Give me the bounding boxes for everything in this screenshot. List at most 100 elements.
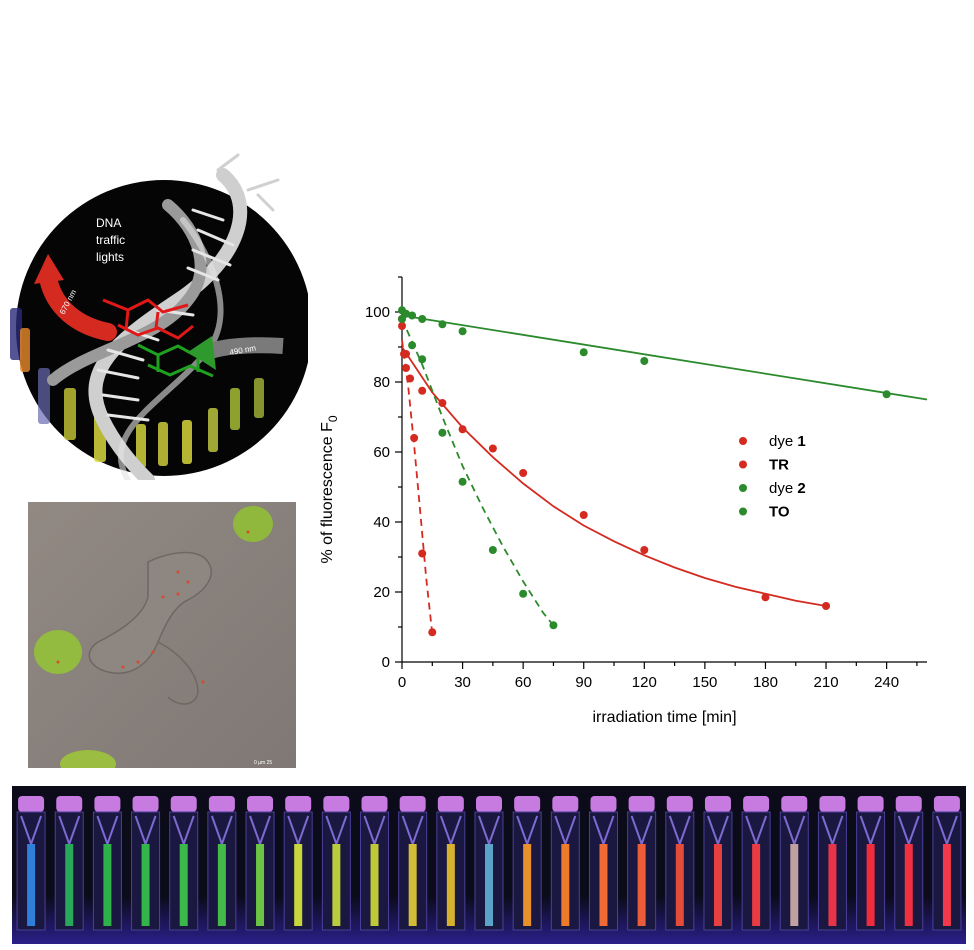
data-point bbox=[408, 341, 417, 350]
data-point bbox=[579, 511, 588, 519]
x-axis-title: irradiation time [min] bbox=[592, 709, 736, 726]
data-point bbox=[398, 322, 406, 330]
cuvette bbox=[741, 796, 771, 931]
photobleaching-chart: 0 30 60 90 120 150 180 210 240 0 20 40 60 80 100 dye 1… bbox=[310, 265, 960, 735]
cuvette bbox=[550, 796, 580, 931]
data-point bbox=[458, 425, 467, 434]
legend-marker bbox=[739, 507, 747, 516]
x-tick-label: 180 bbox=[753, 674, 778, 691]
y-tick-label: 60 bbox=[373, 444, 390, 461]
y-tick-label: 80 bbox=[373, 374, 390, 391]
legend-label: TO bbox=[769, 504, 790, 521]
chart-svg: 0 30 60 90 120 150 180 210 240 0 20 40 60 80 100 dye 1… bbox=[319, 276, 928, 726]
data-point bbox=[438, 320, 447, 329]
background-vials bbox=[10, 308, 264, 468]
cuvette bbox=[627, 796, 657, 931]
data-point bbox=[418, 386, 427, 395]
data-point bbox=[519, 469, 528, 477]
cuvette bbox=[360, 796, 390, 931]
data-point bbox=[402, 364, 411, 372]
cuvette bbox=[436, 796, 466, 931]
x-tick-label: 150 bbox=[692, 674, 717, 691]
data-point bbox=[549, 621, 558, 630]
x-tick-label: 0 bbox=[398, 674, 406, 691]
cuvette bbox=[817, 796, 847, 931]
data-point bbox=[402, 309, 411, 318]
vial-row-graphic bbox=[12, 796, 966, 944]
cuvette bbox=[283, 796, 313, 931]
y-axis-title-subscript: 0 bbox=[326, 415, 340, 422]
data-point bbox=[579, 348, 588, 357]
x-tick-label: 210 bbox=[814, 674, 839, 691]
fluorescent-vial-row bbox=[12, 786, 966, 944]
red-puncta bbox=[56, 530, 250, 684]
cuvette bbox=[92, 796, 122, 931]
caption-line-3: lights bbox=[96, 250, 124, 264]
cuvette bbox=[169, 796, 199, 931]
data-point bbox=[438, 428, 447, 437]
dna-illustration: 670 nm 490 nm DNA traffic lights bbox=[8, 150, 312, 487]
cuvette bbox=[588, 796, 618, 931]
legend-label: dye 1 bbox=[769, 433, 806, 450]
legend-marker bbox=[739, 437, 747, 445]
green-cell-top-right bbox=[233, 506, 273, 542]
cuvette bbox=[54, 796, 84, 931]
data-point bbox=[418, 315, 427, 323]
data-point bbox=[822, 602, 831, 610]
legend: dye 1 TR dye 2 TO bbox=[739, 433, 806, 521]
fit-curves bbox=[401, 314, 928, 635]
cell-micrograph: 0 µm 25 bbox=[28, 502, 296, 768]
cuvette bbox=[779, 796, 809, 931]
caption-line-1: DNA bbox=[96, 216, 121, 230]
x-tick-label: 30 bbox=[454, 674, 471, 691]
fit-curve-1 bbox=[401, 346, 827, 607]
legend-label: dye 2 bbox=[769, 480, 806, 497]
cuvette bbox=[932, 796, 962, 931]
data-point bbox=[640, 546, 649, 554]
cuvette bbox=[398, 796, 428, 931]
data-points bbox=[398, 306, 891, 637]
data-point bbox=[882, 390, 891, 399]
cuvette bbox=[474, 796, 504, 931]
x-tick-label: 60 bbox=[515, 674, 532, 691]
data-point bbox=[408, 311, 417, 320]
cuvette bbox=[856, 796, 886, 931]
data-point bbox=[428, 628, 437, 637]
y-axis-title-main: % of fluorescence F bbox=[319, 422, 336, 564]
legend-label: TR bbox=[769, 457, 789, 474]
data-point bbox=[458, 477, 467, 486]
x-tick-label: 90 bbox=[575, 674, 592, 691]
cuvette bbox=[131, 796, 161, 931]
data-point bbox=[418, 355, 427, 364]
data-point bbox=[410, 434, 419, 442]
data-point bbox=[640, 357, 649, 365]
x-tick-label: 240 bbox=[874, 674, 899, 691]
cuvette bbox=[245, 796, 275, 931]
cuvette bbox=[703, 796, 733, 931]
green-cell-left bbox=[34, 630, 82, 674]
fit-curve-2 bbox=[401, 318, 555, 626]
x-tick-label: 120 bbox=[632, 674, 657, 691]
data-point bbox=[458, 327, 467, 336]
y-tick-label: 0 bbox=[382, 654, 390, 671]
cuvette bbox=[894, 796, 924, 931]
legend-marker bbox=[739, 484, 747, 492]
data-point bbox=[519, 589, 528, 598]
fit-curve-3 bbox=[401, 314, 928, 401]
cuvette bbox=[665, 796, 695, 931]
data-point bbox=[402, 350, 411, 358]
data-point bbox=[418, 549, 427, 558]
cuvette bbox=[321, 796, 351, 931]
cuvette bbox=[16, 796, 46, 931]
cuvette bbox=[207, 796, 237, 931]
cell-micrograph-graphic: 0 µm 25 bbox=[28, 502, 296, 768]
scale-bar-label: 0 µm 25 bbox=[254, 760, 272, 766]
caption-line-2: traffic bbox=[96, 233, 125, 247]
green-cell-bottom bbox=[60, 750, 116, 768]
data-point bbox=[488, 546, 497, 554]
cuvette bbox=[512, 796, 542, 931]
y-axis-title: % of fluorescence F0 bbox=[319, 415, 340, 563]
dna-illustration-graphic: 670 nm 490 nm DNA traffic lights bbox=[10, 153, 312, 487]
chart-axes: 0 30 60 90 120 150 180 210 240 0 20 40 60 80 100 bbox=[365, 276, 927, 691]
y-tick-label: 100 bbox=[365, 304, 390, 321]
